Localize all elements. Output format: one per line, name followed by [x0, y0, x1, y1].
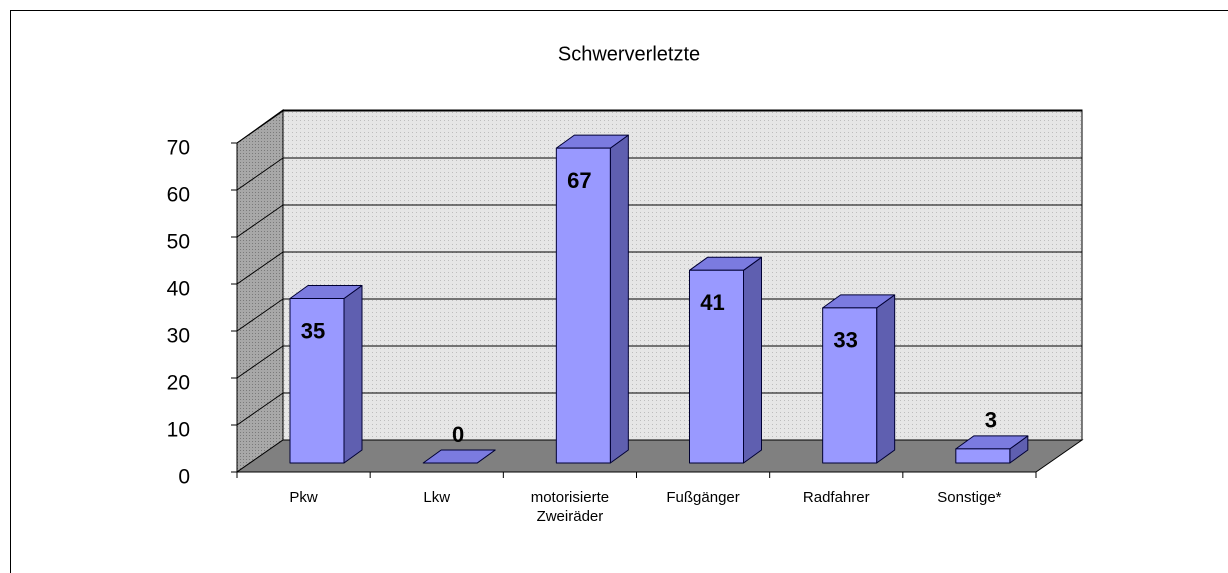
- bar-side: [343, 285, 363, 464]
- x-tick-label: Fußgänger: [666, 489, 740, 506]
- bar: [555, 147, 611, 464]
- y-tick-label: 10: [167, 419, 190, 442]
- value-label: 67: [567, 168, 591, 193]
- grid-line-side: [236, 392, 284, 426]
- bar: [955, 448, 1011, 464]
- bar-side: [743, 256, 762, 464]
- back-wall: [282, 109, 1083, 441]
- bar: [689, 269, 744, 464]
- frame: [10, 10, 1228, 573]
- y-tick-label: 60: [167, 184, 190, 207]
- grid-line-side: [236, 110, 284, 144]
- bar: [289, 298, 345, 464]
- x-tick-label: Lkw: [423, 489, 451, 506]
- x-tick-label: motorisierte Zweiräder: [530, 489, 610, 525]
- value-label: 0: [452, 422, 464, 447]
- x-tick-label: Pkw: [289, 489, 318, 506]
- value-label: 3: [985, 408, 997, 433]
- value-label: 35: [301, 318, 325, 343]
- bar-side: [609, 134, 629, 464]
- y-tick-label: 0: [178, 466, 190, 489]
- value-label: 33: [833, 328, 857, 353]
- grid-line-side: [236, 298, 284, 332]
- bar-side: [876, 294, 896, 464]
- bar-top: [422, 449, 496, 464]
- side-wall: [236, 109, 284, 473]
- bar: [822, 307, 878, 464]
- y-tick-label: 30: [167, 325, 190, 348]
- y-tick-label: 40: [167, 278, 190, 301]
- value-label: 41: [700, 290, 724, 315]
- grid-line-side: [236, 345, 284, 379]
- floor: [235, 439, 1084, 473]
- y-tick-label: 50: [167, 231, 190, 254]
- grid-line-side: [236, 251, 284, 285]
- grid-line-side: [236, 157, 284, 191]
- x-tick-label: Sonstige*: [937, 489, 1002, 506]
- chart-title: Schwerverletzte: [558, 43, 700, 65]
- y-tick-label: 70: [167, 137, 190, 160]
- x-tick-label: Radfahrer: [802, 489, 870, 506]
- grid-line-side: [236, 204, 284, 238]
- y-tick-label: 20: [167, 372, 190, 395]
